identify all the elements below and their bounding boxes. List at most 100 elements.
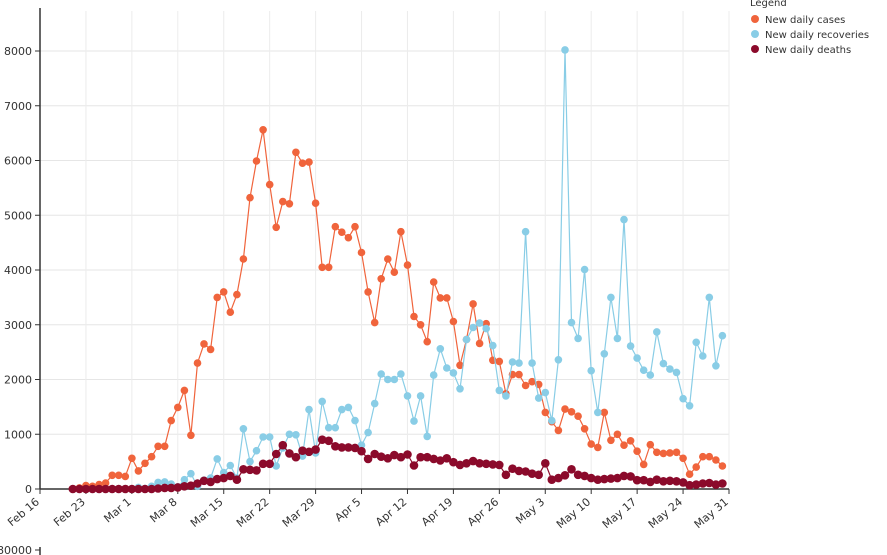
data-point bbox=[219, 288, 228, 296]
data-point bbox=[508, 464, 517, 474]
legend-swatch bbox=[751, 45, 759, 53]
data-point bbox=[679, 454, 687, 463]
data-point bbox=[639, 475, 648, 485]
data-point bbox=[606, 474, 616, 483]
data-point bbox=[396, 452, 406, 462]
data-point bbox=[712, 456, 720, 464]
data-point bbox=[514, 466, 524, 476]
data-point bbox=[462, 459, 471, 468]
data-point bbox=[108, 471, 116, 480]
data-point bbox=[265, 459, 275, 469]
data-point bbox=[613, 334, 622, 343]
data-point bbox=[258, 459, 268, 469]
data-point bbox=[370, 399, 379, 408]
data-point bbox=[679, 394, 687, 403]
x-tick-label: Mar 8 bbox=[147, 495, 179, 525]
data-point bbox=[666, 449, 674, 457]
y-tick-label: 6000 bbox=[4, 155, 32, 168]
data-point bbox=[174, 403, 182, 412]
data-point bbox=[462, 335, 471, 344]
data-point bbox=[233, 290, 241, 299]
data-point bbox=[587, 366, 595, 375]
y-tick-label: 2000 bbox=[4, 374, 32, 387]
legend-swatch bbox=[751, 15, 759, 23]
data-point bbox=[107, 484, 117, 494]
data-point bbox=[351, 416, 359, 425]
data-point bbox=[226, 471, 235, 481]
data-point bbox=[521, 227, 530, 236]
data-point bbox=[422, 452, 432, 462]
data-point bbox=[344, 403, 353, 412]
data-point bbox=[691, 480, 701, 489]
data-point bbox=[410, 417, 418, 425]
data-point bbox=[246, 193, 254, 202]
x-tick-label: Feb 23 bbox=[51, 495, 88, 529]
data-point bbox=[534, 394, 543, 402]
bottom-chart-tick-label: 80000 bbox=[0, 544, 32, 555]
data-point bbox=[626, 342, 635, 350]
x-tick-label: Mar 1 bbox=[101, 495, 133, 525]
data-point bbox=[377, 370, 386, 378]
data-point bbox=[593, 475, 603, 485]
data-point bbox=[712, 362, 720, 370]
data-point bbox=[292, 148, 300, 157]
data-point bbox=[646, 477, 655, 487]
data-point bbox=[331, 423, 340, 432]
data-point bbox=[587, 440, 595, 448]
data-point bbox=[574, 334, 582, 343]
data-point bbox=[527, 469, 537, 479]
data-point bbox=[580, 471, 589, 481]
legend: Legend New daily cases New daily recoverie… bbox=[736, 0, 887, 60]
data-point bbox=[213, 293, 221, 302]
data-point bbox=[416, 452, 425, 462]
data-point bbox=[311, 445, 320, 454]
bottom-chart-fragment: 80000 bbox=[0, 544, 41, 555]
data-point bbox=[141, 459, 149, 468]
data-point bbox=[226, 308, 235, 317]
x-tick-label: May 3 bbox=[513, 495, 547, 526]
data-point bbox=[449, 369, 458, 377]
data-point bbox=[613, 473, 622, 483]
data-point bbox=[449, 317, 458, 326]
data-point bbox=[147, 452, 156, 461]
data-point bbox=[200, 340, 208, 348]
data-point bbox=[213, 455, 221, 463]
data-point bbox=[456, 385, 464, 393]
data-point bbox=[147, 484, 156, 494]
data-point bbox=[672, 477, 681, 486]
x-tick-label: May 10 bbox=[554, 495, 593, 531]
data-point bbox=[376, 452, 386, 462]
data-point bbox=[245, 465, 255, 475]
data-point bbox=[541, 408, 550, 417]
data-point bbox=[232, 475, 242, 485]
data-point bbox=[600, 408, 609, 417]
data-point bbox=[350, 443, 360, 453]
y-tick-label: 7000 bbox=[4, 100, 32, 113]
x-tick-label: May 24 bbox=[646, 495, 685, 531]
y-tick-label: 5000 bbox=[4, 209, 32, 222]
data-point bbox=[364, 428, 372, 437]
data-point bbox=[317, 435, 327, 445]
data-point bbox=[75, 484, 84, 494]
x-tick-label: Apr 12 bbox=[373, 495, 409, 528]
data-point bbox=[672, 368, 681, 377]
series-line bbox=[72, 129, 723, 490]
data-point bbox=[692, 463, 700, 471]
data-point bbox=[409, 461, 419, 470]
data-point bbox=[94, 484, 104, 494]
data-point bbox=[429, 278, 438, 286]
data-point bbox=[285, 449, 294, 458]
data-point bbox=[180, 475, 189, 484]
data-point bbox=[646, 440, 655, 449]
series-new-daily-deaths bbox=[68, 435, 727, 494]
data-point bbox=[705, 478, 714, 488]
data-point bbox=[652, 475, 662, 485]
series-new-daily-recoveries bbox=[69, 46, 727, 493]
data-point bbox=[699, 352, 707, 360]
data-point bbox=[600, 350, 609, 358]
data-point bbox=[685, 470, 694, 479]
data-point bbox=[279, 197, 287, 206]
data-point bbox=[134, 467, 143, 475]
data-point bbox=[659, 359, 668, 368]
data-point bbox=[160, 483, 169, 493]
